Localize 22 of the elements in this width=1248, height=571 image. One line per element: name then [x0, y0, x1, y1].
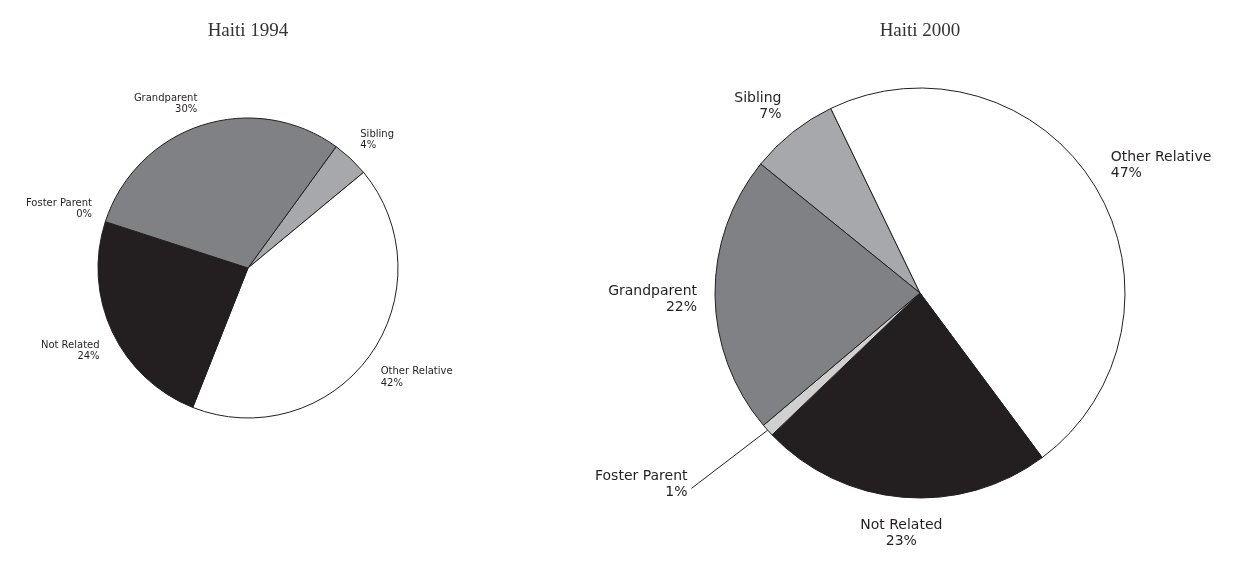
slice-label: Not Related	[40, 338, 100, 350]
data-label: 4%	[360, 139, 377, 151]
data-label: 30%	[175, 103, 198, 115]
data-label: 1%	[665, 483, 688, 500]
chart-title: Haiti 2000	[879, 19, 961, 40]
slice-label: Foster Parent	[594, 467, 689, 484]
data-label: 23%	[885, 532, 917, 549]
data-label: 7%	[759, 105, 782, 122]
text: 0%	[76, 208, 93, 220]
category-label: Foster Parent	[25, 196, 93, 208]
slice-label: Grandparent	[608, 282, 698, 299]
slice-label: Not Related	[860, 516, 943, 533]
slice-label: Sibling	[360, 127, 394, 139]
slice-label: Other Relative	[1110, 148, 1212, 165]
slice-label: Grandparent	[133, 91, 198, 103]
data-label: 24%	[77, 350, 100, 362]
slice-label: Sibling	[734, 89, 782, 106]
chart-title: Haiti 1994	[207, 19, 289, 40]
data-label: 22%	[665, 298, 698, 315]
data-label: 47%	[1110, 164, 1142, 181]
slice-label: Other Relative	[380, 365, 453, 377]
data-label: 42%	[380, 376, 403, 388]
